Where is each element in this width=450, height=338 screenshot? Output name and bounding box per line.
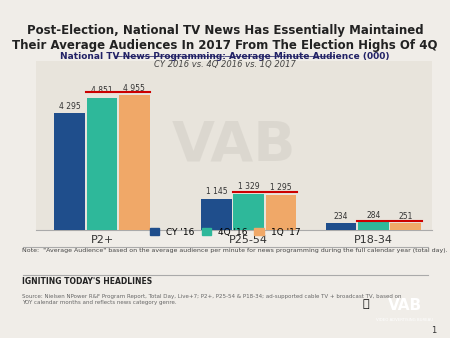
Bar	[358, 222, 389, 230]
Bar	[234, 194, 264, 230]
Bar	[390, 223, 421, 230]
Text: VIDEO ADVERTISING BUREAU: VIDEO ADVERTISING BUREAU	[376, 318, 433, 322]
Text: 4 295: 4 295	[59, 102, 81, 111]
Text: 1 329: 1 329	[238, 183, 260, 191]
Text: 📺: 📺	[362, 299, 369, 309]
Text: 234: 234	[334, 212, 348, 221]
Text: National TV News Programming: Average Minute Audience (000): National TV News Programming: Average Mi…	[60, 52, 390, 62]
Text: 4 851: 4 851	[91, 87, 113, 95]
Text: ────────────────────────────────────────────────────: ────────────────────────────────────────…	[114, 54, 336, 60]
Bar	[201, 199, 232, 230]
Text: VAB: VAB	[387, 297, 422, 313]
Bar	[87, 98, 117, 230]
Text: 4 955: 4 955	[123, 83, 145, 93]
Bar	[54, 113, 85, 230]
Text: 1: 1	[431, 325, 436, 335]
Text: Source: Nielsen NPower R&F Program Report, Total Day, Live+7; P2+, P25-54 & P18-: Source: Nielsen NPower R&F Program Repor…	[22, 294, 402, 305]
Text: Note:  "Average Audience" based on the average audience per minute for news prog: Note: "Average Audience" based on the av…	[22, 248, 448, 254]
Bar	[266, 195, 296, 230]
Bar	[119, 95, 149, 230]
Text: VAB: VAB	[172, 118, 296, 172]
Legend: CY '16, 4Q '16, 1Q '17: CY '16, 4Q '16, 1Q '17	[146, 224, 304, 241]
Bar	[326, 223, 356, 230]
Text: 251: 251	[398, 212, 413, 221]
Text: CY 2016 vs. 4Q 2016 vs. 1Q 2017: CY 2016 vs. 4Q 2016 vs. 1Q 2017	[154, 60, 296, 69]
Text: 284: 284	[366, 211, 381, 220]
Text: Post-Election, National TV News Has Essentially Maintained
Their Average Audienc: Post-Election, National TV News Has Esse…	[12, 24, 438, 52]
Text: 1 295: 1 295	[270, 183, 292, 192]
Text: IGNITING TODAY'S HEADLINES: IGNITING TODAY'S HEADLINES	[22, 277, 153, 286]
Text: 1 145: 1 145	[206, 188, 227, 196]
